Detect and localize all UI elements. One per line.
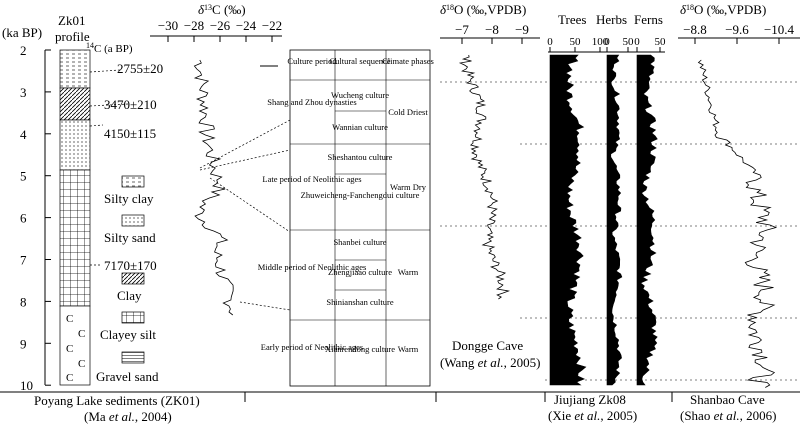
legend-silty-clay: Silty clay — [104, 191, 154, 206]
climate-warm-2: Warm — [398, 344, 419, 354]
zk01-title-2: profile — [55, 29, 90, 44]
culture-zhuweicheng: Zhuweicheng-Fanchengdui culture — [301, 190, 420, 200]
age-tick-label: 10 — [20, 378, 33, 393]
d13c-tick-label: −22 — [262, 18, 282, 33]
shanbao-tick-label: −10.4 — [764, 22, 795, 37]
jiujiang-header-trees: Trees — [558, 12, 586, 27]
legend-silty-sand: Silty sand — [104, 230, 156, 245]
table-header-period: Culture period — [287, 56, 337, 66]
zk01-title-1: Zk01 — [58, 13, 85, 28]
shanbao-tick-label: −9.6 — [725, 22, 749, 37]
c14-label: 14C (a BP) — [86, 41, 133, 56]
jiujiang-tick-label: 0 — [547, 36, 553, 48]
jiujiang-tick-label: 50 — [623, 36, 635, 48]
herbs-pollen-area — [606, 54, 623, 386]
zk01-source-2: (Ma et al., 2004) — [84, 409, 172, 424]
trees-pollen-area — [549, 54, 587, 386]
jiujiang-name: Jiujiang Zk08 — [554, 392, 626, 407]
age-tick-label: 7 — [20, 253, 27, 268]
period-middle-neolithic: Middle period of Neolithic ages — [258, 262, 367, 272]
ferns-pollen-area — [636, 54, 658, 386]
table-header-sequence: Cultural sequence — [329, 56, 390, 66]
d13c-tick-label: −28 — [184, 18, 204, 33]
culture-zhengjiaao: Zhengjiaao culture — [328, 267, 392, 277]
svg-text:C: C — [78, 328, 85, 340]
culture-xianrendong: Xianrendong culture — [325, 344, 395, 354]
legend-clay: Clay — [117, 288, 142, 303]
shanbao-source: (Shao et al., 2006) — [680, 408, 776, 423]
date-4: 7170±170 — [104, 258, 157, 273]
age-tick-label: 4 — [20, 127, 27, 142]
shanbao-axis-label: δ18O (‰,VPDB) — [680, 2, 766, 17]
zk01-source-1: Poyang Lake sediments (ZK01) — [34, 393, 200, 408]
svg-text:C: C — [78, 358, 85, 370]
reference-lines — [440, 81, 800, 381]
dongge-axis-ticks: −7 −8 −9 — [455, 22, 529, 44]
d13c-tick-label: −26 — [210, 18, 231, 33]
age-axis-ticks: 2 3 4 5 6 7 8 9 10 — [20, 43, 51, 393]
culture-sheshantou: Sheshantou culture — [328, 152, 393, 162]
age-tick-label: 3 — [20, 85, 27, 100]
dongge-tick-label: −7 — [455, 22, 469, 37]
age-axis-label: (ka BP) — [2, 25, 42, 40]
date-3: 4150±115 — [104, 126, 156, 141]
table-header-climate: Climate phases — [382, 56, 434, 66]
shanbao-name: Shanbao Cave — [690, 392, 765, 407]
svg-text:C: C — [66, 313, 73, 325]
age-tick-label: 8 — [20, 294, 27, 309]
dongge-tick-label: −8 — [485, 22, 499, 37]
period-shang-zhou: Shang and Zhou dynasties — [267, 97, 356, 107]
dongge-source: (Wang et al., 2005) — [440, 355, 540, 370]
shanbao-curve — [697, 59, 778, 388]
bottom-baseline-ticks — [244, 392, 673, 402]
jiujiang-source: (Xie et al., 2005) — [548, 408, 637, 423]
dongge-tick-label: −9 — [515, 22, 529, 37]
lithology-legend: Silty clay Silty sand Clay Clayey silt G… — [96, 175, 159, 384]
d13c-curve — [193, 59, 234, 316]
legend-gravel-sand: Gravel sand — [96, 369, 159, 384]
jiujiang-header-ferns: Ferns — [634, 12, 663, 27]
period-late-neolithic: Late period of Neolithic ages — [262, 174, 361, 184]
date-2: 3470±210 — [104, 97, 157, 112]
svg-text:C: C — [66, 343, 73, 355]
age-tick-label: 6 — [20, 211, 27, 226]
period-early-neolithic: Early period of Neolithic ages — [261, 342, 363, 352]
jiujiang-tick-label: 0 — [634, 36, 640, 48]
age-tick-label: 9 — [20, 336, 27, 351]
culture-table: Culture period Cultural sequence Climate… — [258, 49, 434, 387]
d13c-tick-label: −30 — [158, 18, 178, 33]
age-tick-label: 5 — [20, 169, 27, 184]
jiujiang-tick-label: 100 — [592, 36, 609, 48]
jiujiang-tick-label: 50 — [570, 36, 582, 48]
jiujiang-tick-label: 50 — [655, 36, 667, 48]
culture-shinianshan: Shinianshan culture — [326, 297, 394, 307]
culture-shanbei: Shanbei culture — [333, 237, 386, 247]
climate-warm-dry: Warm Dry — [390, 182, 427, 192]
age-tick-label: 2 — [20, 43, 27, 58]
dongge-curve — [458, 54, 511, 300]
date-1: 2755±20 — [117, 61, 163, 76]
dongge-axis-label: δ18O (‰,VPDB) — [440, 2, 526, 17]
shanbao-tick-label: −8.8 — [683, 22, 707, 37]
jiujiang-tick-label: 0 — [604, 36, 610, 48]
culture-wannian: Wannian culture — [332, 122, 388, 132]
correlation-lines — [199, 119, 291, 311]
climate-warm-1: Warm — [398, 267, 419, 277]
dongge-name: Dongge Cave — [452, 338, 523, 353]
d13c-axis-label: δ13C (‰) — [198, 2, 246, 17]
d13c-tick-label: −24 — [236, 18, 257, 33]
shanbao-axis-ticks: −8.8 −9.6 −10.4 — [683, 22, 795, 44]
culture-wucheng: Wucheng culture — [331, 90, 389, 100]
svg-text:C: C — [66, 372, 73, 384]
jiujiang-header-herbs: Herbs — [596, 12, 627, 27]
climate-cold-driest: Cold Driest — [388, 107, 428, 117]
d13c-axis-ticks: −30 −28 −26 −24 −22 — [158, 18, 282, 42]
legend-clayey-silt: Clayey silt — [100, 327, 156, 342]
date-pointers — [89, 69, 129, 266]
